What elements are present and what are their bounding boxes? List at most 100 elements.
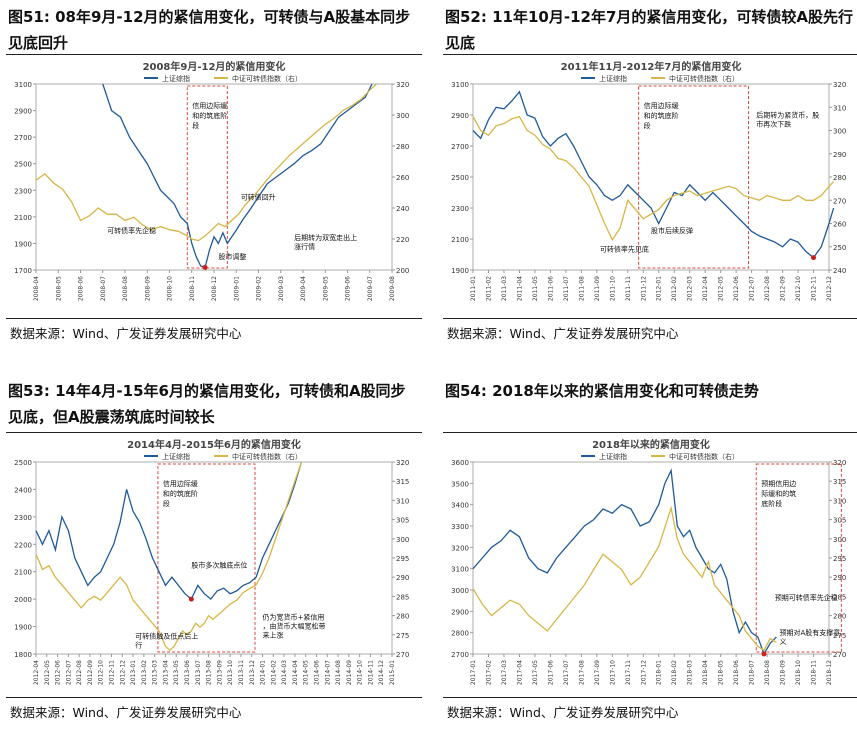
y-right-tick-label: 270 bbox=[833, 651, 846, 659]
y-left-tick-label: 3100 bbox=[451, 81, 469, 89]
x-tick-label: 2008-06 bbox=[78, 276, 85, 301]
y-left-tick-label: 3300 bbox=[451, 523, 469, 531]
annotation-text: 可转债率先企稳 bbox=[107, 226, 156, 235]
y-left-tick-label: 2700 bbox=[14, 134, 32, 142]
y-left-tick-label: 3500 bbox=[451, 480, 469, 488]
series-line-cb bbox=[472, 505, 777, 652]
y-left-tick-label: 1900 bbox=[14, 240, 32, 248]
x-tick-label: 2018-05 bbox=[718, 660, 725, 685]
annotation-text: 预期对A股有支撑意义 bbox=[779, 628, 840, 646]
y-left-tick-label: 2700 bbox=[451, 143, 469, 151]
y-right-tick-label: 320 bbox=[833, 459, 846, 467]
min-marker bbox=[202, 264, 208, 270]
x-tick-label: 2018-06 bbox=[733, 660, 740, 685]
x-tick-label: 2012-11 bbox=[811, 276, 818, 301]
panel-heading: 图54: 2018年以来的紧信用变化和可转债走势 bbox=[445, 382, 759, 400]
annotation-text: 股市调整 bbox=[218, 252, 246, 261]
divider bbox=[443, 697, 857, 698]
x-tick-label: 2014-02 bbox=[270, 660, 277, 685]
data-source: 数据来源：Wind、广发证券发展研究中心 bbox=[10, 326, 242, 341]
x-tick-label: 2011-06 bbox=[547, 276, 554, 301]
y-left-tick-label: 2100 bbox=[14, 214, 32, 222]
x-tick-label: 2008-08 bbox=[122, 276, 129, 301]
y-right-tick-label: 310 bbox=[396, 497, 409, 505]
x-tick-label: 2014-03 bbox=[281, 660, 288, 685]
y-right-tick-label: 240 bbox=[833, 267, 846, 275]
x-tick-label: 2011-05 bbox=[532, 276, 539, 301]
data-source: 数据来源：Wind、广发证券发展研究中心 bbox=[447, 705, 679, 720]
y-left-tick-label: 3100 bbox=[451, 566, 469, 574]
x-tick-label: 2018-08 bbox=[764, 660, 771, 685]
y-right-tick-label: 315 bbox=[396, 478, 409, 486]
x-tick-label: 2012-05 bbox=[718, 276, 725, 301]
x-tick-label: 2008-07 bbox=[100, 276, 107, 301]
y-right-tick-label: 315 bbox=[833, 478, 846, 486]
legend-label-cb: 中证可转债指数（右） bbox=[669, 452, 739, 461]
panel-heading: 图51: 08年9月-12月的紧信用变化，可转债与A股基本同步见底回升 bbox=[8, 8, 411, 52]
series-line-cb bbox=[35, 461, 303, 652]
divider bbox=[443, 54, 857, 55]
legend-label-index: 上证综指 bbox=[162, 452, 190, 461]
y-right-tick-label: 300 bbox=[396, 536, 409, 544]
x-tick-label: 2012-03 bbox=[687, 276, 694, 301]
y-left-tick-label: 2900 bbox=[451, 608, 469, 616]
x-tick-label: 2013-07 bbox=[195, 660, 202, 685]
series-line-cb bbox=[35, 83, 377, 242]
y-left-tick-label: 2900 bbox=[451, 112, 469, 120]
x-tick-label: 2011-10 bbox=[609, 276, 616, 301]
x-tick-label: 2012-04 bbox=[33, 660, 40, 685]
series-line-index bbox=[472, 90, 835, 259]
y-left-tick-label: 2300 bbox=[451, 205, 469, 213]
y-left-tick-label: 2100 bbox=[451, 236, 469, 244]
legend-label-cb: 中证可转债指数（右） bbox=[232, 452, 302, 461]
x-tick-label: 2018-07 bbox=[749, 660, 756, 685]
x-tick-label: 2012-07 bbox=[65, 660, 72, 685]
y-right-tick-label: 270 bbox=[396, 651, 409, 659]
x-tick-label: 2018-03 bbox=[687, 660, 694, 685]
y-left-tick-label: 2800 bbox=[451, 630, 469, 638]
y-left-tick-label: 2300 bbox=[14, 514, 32, 522]
x-tick-label: 2017-06 bbox=[547, 660, 554, 685]
x-tick-label: 2017-01 bbox=[470, 660, 477, 685]
y-right-tick-label: 200 bbox=[396, 267, 409, 275]
x-tick-label: 2012-06 bbox=[55, 660, 62, 685]
y-right-tick-label: 280 bbox=[833, 613, 846, 621]
x-tick-label: 2011-03 bbox=[501, 276, 508, 301]
divider bbox=[443, 318, 857, 319]
x-tick-label: 2017-09 bbox=[594, 660, 601, 685]
highlight-box bbox=[157, 463, 256, 653]
min-marker bbox=[761, 651, 767, 657]
panel-fig54: 图54: 2018年以来的紧信用变化和可转债走势 2018年以来的紧信用变化 上证… bbox=[437, 374, 857, 734]
x-tick-label: 2017-11 bbox=[625, 660, 632, 685]
min-marker bbox=[811, 255, 817, 261]
y-left-tick-label: 2700 bbox=[451, 651, 469, 659]
y-left-tick-label: 3000 bbox=[451, 587, 469, 595]
x-tick-label: 2014-08 bbox=[335, 660, 342, 685]
y-right-tick-label: 290 bbox=[833, 151, 846, 159]
x-tick-label: 2009-07 bbox=[367, 276, 374, 301]
y-right-tick-label: 320 bbox=[833, 81, 846, 89]
y-right-tick-label: 270 bbox=[833, 197, 846, 205]
y-left-tick-label: 3100 bbox=[14, 81, 32, 89]
panel-fig51: 图51: 08年9月-12月的紧信用变化，可转债与A股基本同步见底回升 2008… bbox=[0, 0, 428, 360]
y-right-tick-label: 275 bbox=[833, 632, 846, 640]
x-tick-label: 2013-04 bbox=[162, 660, 169, 685]
legend-label-cb: 中证可转债指数（右） bbox=[232, 74, 302, 83]
x-tick-label: 2013-05 bbox=[173, 660, 180, 685]
x-tick-label: 2009-03 bbox=[278, 276, 285, 301]
x-tick-label: 2008-11 bbox=[189, 276, 196, 301]
highlight-box-label: 信用边际缓和的筑底阶段 bbox=[644, 101, 679, 130]
x-tick-label: 2011-11 bbox=[625, 276, 632, 301]
x-tick-label: 2017-03 bbox=[501, 660, 508, 685]
chart: 2018年以来的紧信用变化 上证综指 中证可转债指数（右） 2700 2800 2900 3… bbox=[443, 434, 857, 696]
series-line-index bbox=[472, 468, 777, 656]
y-left-tick-label: 2900 bbox=[14, 108, 32, 116]
chart: 2011年11月-2012年7月的紧信用变化 上证综指 中证可转债指数（右） 1900… bbox=[443, 56, 857, 312]
x-tick-label: 2017-05 bbox=[532, 660, 539, 685]
x-tick-label: 2014-12 bbox=[378, 660, 385, 685]
y-right-tick-label: 275 bbox=[396, 632, 409, 640]
x-tick-label: 2013-11 bbox=[238, 660, 245, 685]
y-right-tick-label: 310 bbox=[833, 497, 846, 505]
